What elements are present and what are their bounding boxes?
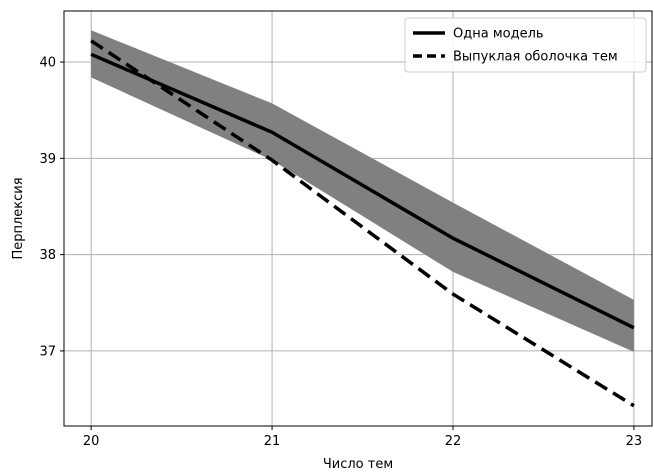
variance-band — [91, 30, 634, 352]
y-axis-label: Перплексия — [11, 177, 26, 259]
x-tick-label: 23 — [626, 434, 643, 449]
legend-box — [404, 17, 647, 73]
series-line-2 — [90, 39, 635, 408]
y-tick-label: 38 — [39, 248, 56, 263]
y-tick-label: 40 — [39, 56, 56, 71]
x-tick-label: 21 — [264, 434, 281, 449]
y-tick-label: 39 — [39, 152, 56, 167]
x-tick-label: 20 — [83, 434, 100, 449]
plot-frame — [63, 10, 653, 427]
legend: Одна модель Выпуклая оболочка тем — [404, 17, 647, 73]
series-lines — [90, 39, 635, 408]
legend-label: Выпуклая оболочка тем — [453, 50, 618, 65]
y-tick-label: 37 — [39, 344, 56, 359]
axis-ticks: 20 21 22 23 37 38 39 40 — [39, 56, 642, 449]
series-line-1 — [90, 52, 635, 330]
legend-label: Одна модель — [453, 27, 544, 42]
x-axis-label: Число тем — [323, 457, 393, 472]
x-tick-label: 22 — [445, 434, 462, 449]
